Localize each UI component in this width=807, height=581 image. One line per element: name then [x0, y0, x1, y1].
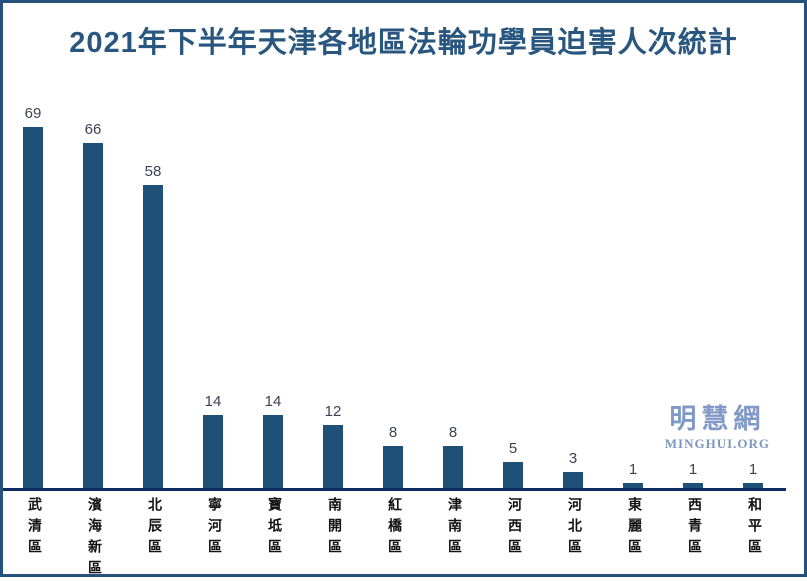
bar-value-label: 58	[144, 163, 162, 180]
bar-slot: 1	[663, 3, 723, 488]
bar-value-label: 12	[324, 403, 342, 420]
x-axis-label-slot: 河西區	[483, 497, 543, 581]
x-axis-label: 寧河區	[206, 497, 221, 560]
bar	[503, 462, 523, 488]
x-axis-label: 寶坻區	[266, 497, 281, 560]
x-axis-label-slot: 西青區	[663, 497, 723, 581]
x-axis-label: 紅橋區	[386, 497, 401, 560]
x-axis-label-slot: 寶坻區	[243, 497, 303, 581]
bar-chart: 69 66 58 14 14 12 8 8 5 3 1 1 1 武清區 濱海新區 北辰區 寧河區 寶坻區 南開區 紅…	[3, 3, 804, 581]
x-axis-label-slot: 河北區	[543, 497, 603, 581]
x-axis-label: 南開區	[326, 497, 341, 560]
bar-value-label: 8	[388, 424, 398, 441]
bar	[563, 472, 583, 488]
bar	[743, 483, 763, 488]
x-axis-label: 河西區	[506, 497, 521, 560]
x-axis-label-slot: 東麗區	[603, 497, 663, 581]
chart-title: 2021年下半年天津各地區法輪功學員迫害人次統計	[69, 27, 738, 59]
x-axis-label: 東麗區	[626, 497, 641, 560]
x-axis-label: 西青區	[686, 497, 701, 560]
bar-value-label: 1	[688, 461, 698, 478]
watermark-cjk-text: 明慧網	[669, 404, 766, 434]
x-axis-label: 濱海新區	[86, 497, 101, 581]
bar-value-label: 5	[508, 440, 518, 457]
bar-slot: 8	[423, 3, 483, 488]
bar	[143, 185, 163, 488]
bar-slot: 12	[303, 3, 363, 488]
x-axis-label: 武清區	[26, 497, 41, 560]
bar-slot: 66	[63, 3, 123, 488]
bar-slot: 1	[723, 3, 783, 488]
bars-container: 69 66 58 14 14 12 8 8 5 3 1 1 1	[3, 3, 783, 488]
bar	[203, 415, 223, 488]
x-axis-label: 河北區	[566, 497, 581, 560]
bar-slot: 5	[483, 3, 543, 488]
bar	[323, 425, 343, 488]
bar-value-label: 3	[568, 450, 578, 467]
x-axis-label: 津南區	[446, 497, 461, 560]
x-axis-label-slot: 南開區	[303, 497, 363, 581]
watermark-latin-text: MINGHUI.ORG	[664, 436, 770, 451]
bar	[383, 446, 403, 488]
x-axis-label: 北辰區	[146, 497, 161, 560]
bar-value-label: 14	[264, 393, 282, 410]
bar-value-label: 14	[204, 393, 222, 410]
bar-value-label: 66	[84, 121, 102, 138]
bar	[623, 483, 643, 488]
x-axis-label-slot: 和平區	[723, 497, 783, 581]
watermark: 明慧網 MINGHUI.ORG	[665, 406, 770, 452]
x-axis-label-slot: 紅橋區	[363, 497, 423, 581]
x-axis-label-slot: 北辰區	[123, 497, 183, 581]
bar-value-label: 1	[628, 461, 638, 478]
bar	[683, 483, 703, 488]
bar-value-label: 8	[448, 424, 458, 441]
bar-slot: 3	[543, 3, 603, 488]
bar-value-label: 1	[748, 461, 758, 478]
x-axis-label-slot: 寧河區	[183, 497, 243, 581]
bar-slot: 8	[363, 3, 423, 488]
x-axis-label-slot: 武清區	[3, 497, 63, 581]
x-axis-labels: 武清區 濱海新區 北辰區 寧河區 寶坻區 南開區 紅橋區 津南區 河西區 河北區 東麗區 西青區 和平區	[3, 497, 783, 581]
bar-slot: 58	[123, 3, 183, 488]
x-axis-label-slot: 津南區	[423, 497, 483, 581]
bar-slot: 69	[3, 3, 63, 488]
bar-value-label: 69	[24, 105, 42, 122]
bar	[443, 446, 463, 488]
x-axis-label-slot: 濱海新區	[63, 497, 123, 581]
bar-slot: 14	[183, 3, 243, 488]
bar-slot: 1	[603, 3, 663, 488]
bar	[23, 127, 43, 488]
x-axis-label: 和平區	[746, 497, 761, 560]
x-axis-line	[3, 488, 786, 491]
bar-slot: 14	[243, 3, 303, 488]
bar	[263, 415, 283, 488]
bar	[83, 143, 103, 488]
